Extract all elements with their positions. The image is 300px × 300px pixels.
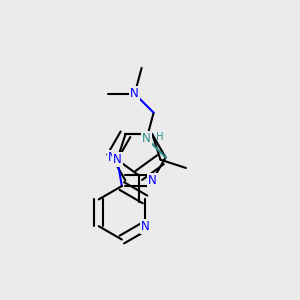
Text: H: H [156, 132, 164, 142]
Text: N: N [108, 151, 116, 164]
Text: N: N [141, 220, 149, 233]
Text: N: N [130, 87, 139, 100]
Text: N: N [148, 174, 157, 187]
Text: N: N [142, 132, 151, 145]
Text: N: N [113, 153, 122, 166]
